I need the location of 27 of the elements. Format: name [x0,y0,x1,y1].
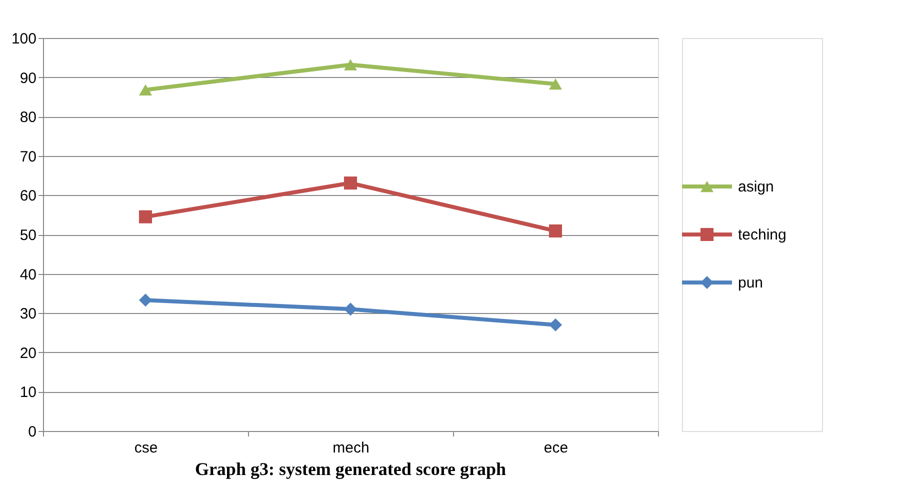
point [548,224,562,238]
y-tick-label: 30 [20,306,36,323]
y-tick-label: 80 [20,109,36,126]
x-tick-label: cse [134,440,158,456]
x-tick-label: ece [544,440,568,456]
point [138,210,152,224]
y-tick-label: 100 [11,30,36,48]
point [138,84,152,96]
legend-label: asign [738,178,774,196]
y-tick-label: 0 [28,424,36,440]
y-tick-label: 70 [20,148,36,166]
legend-label: teching [738,226,786,244]
y-tick-label: 50 [20,227,36,244]
point [344,176,358,190]
y-tick-label: 10 [20,384,36,402]
y-tick-label: 60 [20,188,36,205]
y-tick-label: 90 [20,70,36,87]
point [548,318,562,332]
text: Graph g3: system generated score graph [194,459,506,479]
y-tick-label: 40 [20,266,36,284]
point [138,294,152,307]
point [344,302,358,316]
legend-label: pun [738,274,764,292]
point [548,78,562,90]
y-tick-label: 20 [20,344,36,362]
point [344,59,358,70]
x-tick-label: mech [332,440,370,456]
